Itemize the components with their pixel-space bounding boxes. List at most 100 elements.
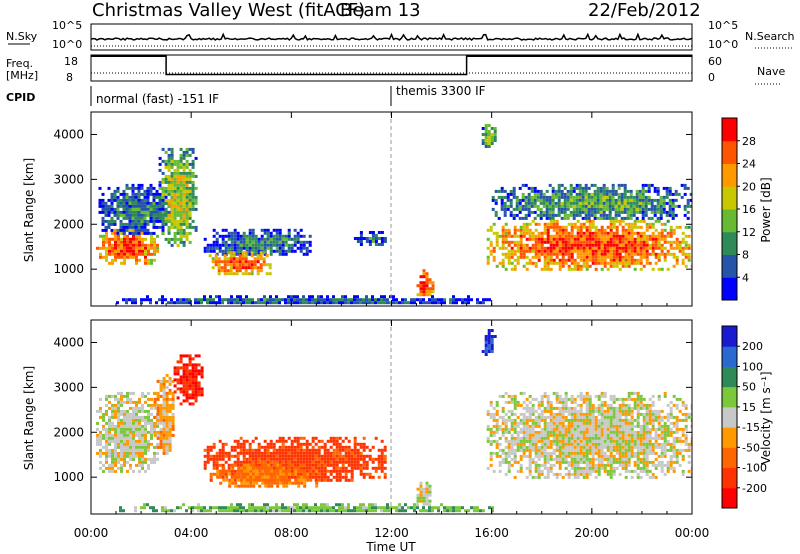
heatmap-cell-r7 [588, 457, 592, 461]
heatmap-cell-r0 [105, 427, 108, 431]
heatmap-cell-r3 [260, 445, 264, 449]
heatmap-cell-r7 [534, 451, 538, 455]
heatmap-cell-r9 [560, 192, 564, 196]
heatmap-cell-r8 [579, 243, 583, 247]
heatmap-cell-r3 [350, 454, 354, 458]
heatmap-cell-r0 [123, 412, 126, 416]
heatmap-cell-r8 [612, 222, 616, 226]
heatmap-cell-r10 [302, 301, 305, 305]
heatmap-cell-r7 [513, 424, 517, 428]
heatmap-cell-r8 [627, 240, 631, 244]
heatmap-cell-r8 [618, 261, 622, 265]
heatmap-cell-r2 [176, 177, 180, 181]
heatmap-cell-r1 [161, 198, 165, 202]
heatmap-cell-r1 [162, 421, 166, 425]
heatmap-cell-r3 [377, 460, 381, 464]
heatmap-cell-r2 [194, 354, 198, 358]
heatmap-cell-r9 [662, 186, 666, 190]
heatmap-cell-r4 [249, 484, 253, 488]
heatmap-cell-r8 [624, 261, 628, 265]
heatmap-cell-r2 [194, 366, 198, 370]
heatmap-cell-r7 [537, 439, 541, 443]
heatmap-cell-r8 [537, 243, 541, 247]
heatmap-cell-r1 [152, 207, 156, 211]
heatmap-cell-r0 [99, 255, 102, 259]
heatmap-cell-r8 [513, 225, 517, 229]
heatmap-cell-r8 [600, 243, 604, 247]
heatmap-cell-r8 [528, 261, 532, 265]
heatmap-cell-r8 [627, 249, 631, 253]
heatmap-cell-r2 [167, 228, 171, 232]
heatmap-cell-r1 [128, 186, 132, 190]
heatmap-cell-r8 [486, 261, 490, 265]
heatmap-cell-r8 [627, 234, 631, 238]
heatmap-cell-r8 [570, 243, 574, 247]
heatmap-cell-r7 [567, 454, 571, 458]
heatmap-cell-r0 [108, 237, 111, 241]
heatmap-cell-r7 [543, 436, 547, 440]
heatmap-cell-r0 [126, 412, 129, 416]
heatmap-cell-r10 [146, 298, 149, 302]
heatmap-cell-r7 [546, 415, 550, 419]
heatmap-cell-r9 [554, 189, 558, 193]
heatmap-cell-r10 [368, 301, 371, 305]
colorbar-tick-label: 12 [742, 226, 756, 239]
heatmap-cell-r7 [537, 424, 541, 428]
heatmap-cell-r2 [188, 384, 192, 388]
heatmap-cell-r10 [464, 298, 467, 302]
heatmap-cell-r10 [434, 298, 437, 302]
heatmap-cell-r3 [221, 442, 225, 446]
heatmap-cell-r2 [185, 207, 189, 211]
heatmap-cell-r1 [159, 421, 163, 425]
heatmap-cell-r7 [522, 427, 526, 431]
heatmap-cell-r8 [636, 258, 640, 262]
heatmap-cell-r8 [609, 249, 613, 253]
heatmap-cell-r1 [125, 198, 129, 202]
heatmap-cell-r3 [350, 460, 354, 464]
heatmap-cell-r7 [537, 451, 541, 455]
heatmap-cell-r8 [606, 261, 610, 265]
heatmap-cell-r7 [573, 436, 577, 440]
heatmap-cell-r7 [555, 454, 559, 458]
heatmap-cell-r0 [126, 439, 129, 443]
heatmap-cell-r0 [96, 427, 99, 431]
heatmap-cell-r3 [377, 475, 381, 479]
heatmap-cell-r9 [557, 186, 561, 190]
heatmap-cell-r0 [141, 457, 144, 461]
heatmap-cell-r8 [615, 252, 619, 256]
heatmap-cell-r9 [539, 189, 543, 193]
heatmap-cell-r5 [371, 234, 375, 237]
heatmap-cell-r3 [212, 457, 216, 461]
heatmap-cell-r9 [668, 198, 672, 202]
heatmap-cell-r3 [362, 457, 366, 461]
heatmap-cell-r7 [546, 394, 550, 398]
heatmap-cell-r8 [600, 246, 604, 250]
heatmap-cell-r3 [236, 237, 240, 241]
heatmap-cell-r9 [623, 210, 627, 214]
heatmap-cell-r7 [549, 409, 553, 413]
heatmap-cell-r3 [284, 249, 288, 253]
heatmap-cell-r7 [543, 394, 547, 398]
heatmap-cell-r2 [164, 201, 168, 205]
heatmap-cell-r9 [599, 186, 603, 190]
heatmap-cell-r3 [221, 475, 225, 479]
heatmap-cell-r10 [188, 298, 191, 302]
heatmap-cell-r8 [564, 228, 568, 232]
heatmap-cell-r1 [162, 430, 166, 434]
heatmap-cell-r2 [176, 204, 180, 208]
heatmap-cell-r7 [588, 442, 592, 446]
heatmap-cell-r3 [218, 234, 222, 238]
heatmap-cell-r9 [665, 186, 669, 190]
heatmap-cell-r1 [98, 198, 102, 202]
heatmap-cell-r8 [519, 246, 523, 250]
heatmap-cell-r0 [156, 451, 159, 455]
heatmap-cell-r3 [251, 454, 255, 458]
heatmap-cell-r4 [229, 272, 233, 276]
heatmap-cell-r8 [681, 258, 685, 262]
heatmap-cell-r0 [144, 433, 147, 437]
heatmap-cell-r3 [332, 466, 336, 470]
heatmap-cell-r8 [663, 234, 667, 238]
heatmap-cell-r3 [257, 240, 261, 244]
heatmap-cell-r3 [326, 457, 330, 461]
heatmap-cell-r7 [540, 418, 544, 422]
